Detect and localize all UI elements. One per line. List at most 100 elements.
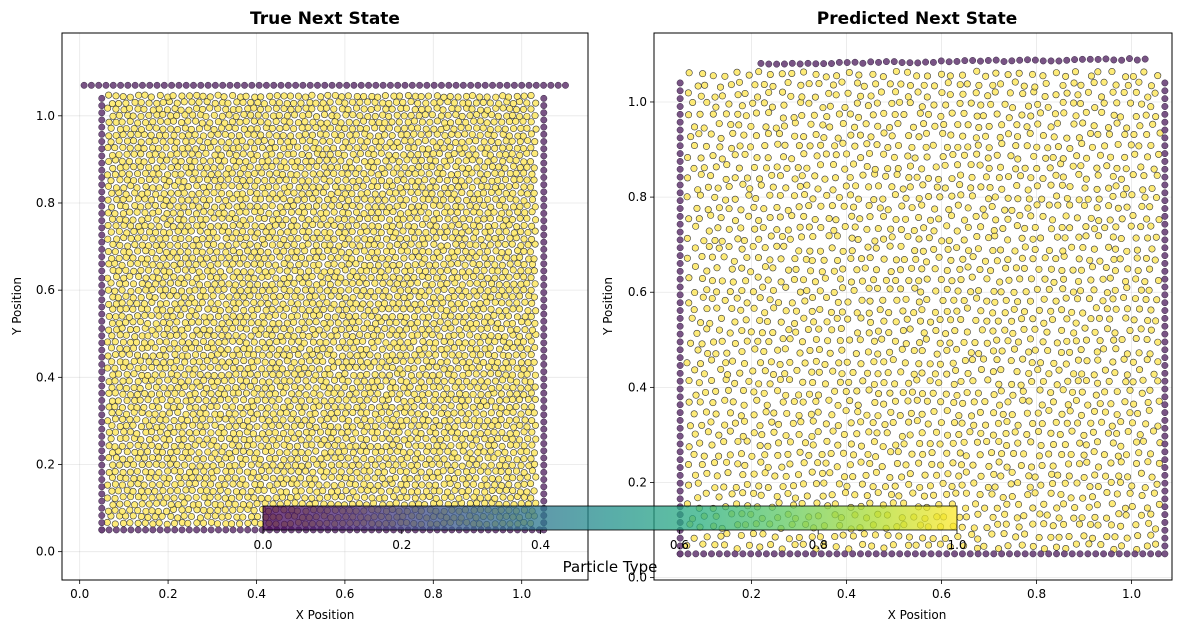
fluid-particle bbox=[331, 415, 339, 423]
fluid-particle bbox=[206, 104, 214, 112]
fluid-particle bbox=[246, 436, 254, 444]
fluid-particle bbox=[276, 409, 284, 417]
fluid-particle bbox=[108, 409, 116, 417]
fluid-particle bbox=[413, 214, 421, 222]
fluid-particle bbox=[531, 460, 539, 468]
fluid-particle bbox=[476, 93, 484, 101]
fluid-particle bbox=[433, 92, 441, 100]
fluid-particle bbox=[206, 363, 214, 371]
fluid-particle bbox=[268, 422, 276, 430]
fluid-particle bbox=[411, 494, 419, 502]
fluid-particle bbox=[207, 480, 215, 488]
fluid-particle bbox=[349, 488, 357, 496]
fluid-particle bbox=[1126, 409, 1134, 417]
fluid-particle bbox=[869, 483, 877, 491]
fluid-particle bbox=[389, 273, 397, 281]
fluid-particle bbox=[988, 530, 996, 538]
fluid-particle bbox=[222, 260, 230, 268]
fluid-particle bbox=[108, 358, 116, 366]
fluid-particle bbox=[195, 98, 203, 106]
fluid-particle bbox=[527, 144, 535, 152]
fluid-particle bbox=[215, 455, 223, 463]
fluid-particle bbox=[207, 157, 215, 165]
fluid-particle bbox=[925, 541, 933, 549]
fluid-particle bbox=[503, 474, 511, 482]
fluid-particle bbox=[466, 345, 474, 353]
fluid-particle bbox=[396, 326, 404, 334]
fluid-particle bbox=[490, 131, 498, 139]
fluid-particle bbox=[955, 430, 963, 438]
fluid-particle bbox=[373, 104, 381, 112]
fluid-particle bbox=[473, 292, 481, 300]
y-tick-label: 1.0 bbox=[36, 109, 55, 123]
fluid-particle bbox=[118, 442, 126, 450]
fluid-particle bbox=[513, 144, 521, 152]
fluid-particle bbox=[465, 460, 473, 468]
fluid-particle bbox=[200, 506, 208, 514]
fluid-particle bbox=[279, 389, 287, 397]
fluid-particle bbox=[319, 151, 327, 159]
fluid-particle bbox=[502, 307, 510, 315]
fluid-particle bbox=[491, 261, 499, 269]
fluid-particle bbox=[502, 371, 510, 379]
fluid-particle bbox=[1063, 419, 1071, 427]
fluid-particle bbox=[213, 442, 221, 450]
fluid-particle bbox=[700, 370, 708, 378]
fluid-particle bbox=[393, 202, 401, 210]
fluid-particle bbox=[501, 448, 509, 456]
fluid-particle bbox=[832, 543, 840, 551]
fluid-particle bbox=[525, 332, 533, 340]
fluid-particle bbox=[795, 533, 803, 541]
fluid-particle bbox=[359, 363, 367, 371]
fluid-particle bbox=[188, 462, 196, 470]
fluid-particle bbox=[517, 462, 525, 470]
fluid-particle bbox=[308, 195, 316, 203]
fluid-particle bbox=[873, 429, 881, 437]
fluid-particle bbox=[421, 176, 429, 184]
fluid-particle bbox=[272, 210, 280, 218]
fluid-particle bbox=[382, 377, 390, 385]
fluid-particle bbox=[1113, 411, 1121, 419]
fluid-particle bbox=[1113, 388, 1121, 396]
fluid-particle bbox=[406, 383, 414, 391]
fluid-particle bbox=[112, 313, 120, 321]
fluid-particle bbox=[137, 357, 145, 365]
fluid-particle bbox=[821, 380, 829, 388]
fluid-particle bbox=[447, 195, 455, 203]
fluid-particle bbox=[155, 170, 163, 178]
fluid-particle bbox=[464, 487, 472, 495]
boundary-particle bbox=[540, 425, 548, 433]
fluid-particle bbox=[869, 419, 877, 427]
fluid-particle bbox=[477, 182, 485, 190]
fluid-particle bbox=[174, 241, 182, 249]
fluid-particle bbox=[363, 189, 371, 197]
fluid-particle bbox=[685, 398, 693, 406]
fluid-particle bbox=[523, 279, 531, 287]
fluid-particle bbox=[268, 241, 276, 249]
fluid-particle bbox=[497, 234, 505, 242]
fluid-particle bbox=[422, 99, 430, 107]
fluid-particle bbox=[195, 305, 203, 313]
fluid-particle bbox=[462, 468, 470, 476]
fluid-particle bbox=[454, 260, 462, 268]
fluid-particle bbox=[294, 376, 302, 384]
fluid-particle bbox=[1020, 512, 1028, 520]
fluid-particle bbox=[123, 448, 131, 456]
fluid-particle bbox=[266, 365, 274, 373]
fluid-particle bbox=[126, 363, 134, 371]
fluid-particle bbox=[408, 164, 416, 172]
fluid-particle bbox=[399, 98, 407, 106]
boundary-particle bbox=[98, 310, 106, 318]
fluid-particle bbox=[360, 210, 368, 218]
fluid-particle bbox=[466, 434, 474, 442]
fluid-particle bbox=[180, 280, 188, 288]
fluid-particle bbox=[126, 208, 134, 216]
fluid-particle bbox=[532, 307, 540, 315]
fluid-particle bbox=[502, 462, 510, 470]
fluid-particle bbox=[447, 402, 455, 410]
fluid-particle bbox=[396, 365, 404, 373]
fluid-particle bbox=[396, 235, 404, 243]
fluid-particle bbox=[242, 195, 250, 203]
fluid-particle bbox=[355, 279, 363, 287]
fluid-particle bbox=[247, 215, 255, 223]
